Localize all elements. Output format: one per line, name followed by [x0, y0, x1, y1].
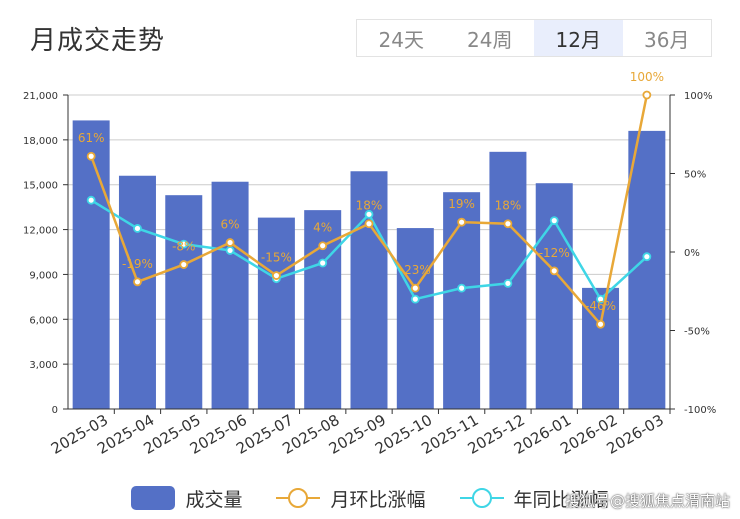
period-tabs: 24天 24周 12月 36月	[356, 19, 712, 57]
right-tick-label-1: -50%	[684, 327, 710, 338]
tab-24-days[interactable]: 24天	[378, 27, 424, 52]
yoy-point-2026-02	[596, 294, 605, 304]
bar-2026-02	[582, 287, 620, 409]
mom-label-2025-07: -15%	[261, 251, 292, 265]
page-title: 月成交走势	[30, 26, 166, 56]
mom-label-2025-03: 61%	[78, 131, 105, 145]
watermark: 搜狐号@搜狐焦点渭南站	[564, 492, 730, 510]
right-tick-label-0: -100%	[684, 405, 716, 416]
mom-point-2025-08	[318, 241, 328, 251]
yoy-point-2025-05	[179, 239, 189, 249]
volume-trend-chart: 0 3,000 6,000 9,000 12,000 15,000 18,000 21,000…	[23, 70, 716, 458]
legend-item-volume[interactable]: 成交量	[131, 485, 242, 512]
bar-2026-03	[628, 130, 666, 409]
yoy-point-2025-10	[410, 294, 420, 304]
mom-point-2026-03	[642, 90, 652, 100]
mom-point-2025-11	[457, 217, 467, 227]
mom-label-2025-12: 18%	[495, 199, 522, 213]
left-tick-label-7: 21,000	[23, 91, 58, 102]
bar-2025-05	[165, 195, 203, 409]
yoy-point-2025-06	[225, 246, 235, 255]
mom-point-2025-03	[86, 151, 96, 161]
yoy-point-2025-09	[364, 209, 374, 219]
tab-12-months[interactable]: 12月	[534, 20, 623, 56]
mom-point-2025-05	[179, 260, 189, 269]
left-tick-label-1: 3,000	[29, 360, 58, 371]
left-tick-label-0: 0	[52, 405, 58, 416]
mom-label-2026-03: 100%	[630, 70, 664, 84]
mom-point-2025-04	[133, 277, 142, 287]
mom-point-2025-12	[503, 219, 513, 229]
mom-label-2025-09: 18%	[356, 199, 383, 213]
legend-bar-swatch	[131, 486, 176, 510]
right-tick-label-3: 50%	[684, 170, 706, 181]
yoy-point-2025-11	[457, 283, 467, 293]
legend-item-mom[interactable]: 月环比涨幅	[276, 485, 426, 512]
bar-2025-10	[396, 228, 434, 409]
yoy-point-2026-03	[642, 252, 652, 262]
bar-2025-07	[257, 217, 295, 409]
mom-label-2025-04: -19%	[122, 257, 153, 271]
legend-label-volume: 成交量	[185, 488, 243, 511]
mom-point-2025-10	[410, 283, 420, 293]
left-tick-label-3: 9,000	[29, 270, 58, 281]
mom-point-2025-09	[364, 219, 374, 229]
left-tick-label-4: 12,000	[23, 226, 58, 237]
right-tick-label-4: 100%	[684, 91, 713, 102]
right-tick-label-2: 0%	[684, 248, 700, 259]
left-tick-label-5: 15,000	[23, 181, 58, 192]
mom-point-2025-07	[271, 271, 281, 280]
mom-label-2025-10: -23%	[400, 263, 431, 277]
mom-label-2025-05: -8%	[172, 240, 195, 254]
mom-point-2026-01	[549, 266, 559, 276]
mom-label-2025-11: 19%	[448, 197, 475, 211]
legend-label-mom: 月环比涨幅	[330, 488, 426, 511]
yoy-point-2025-08	[318, 258, 328, 268]
chart-legend: 成交量 月环比涨幅 年同比涨幅	[0, 480, 740, 516]
tab-24-weeks[interactable]: 24周	[467, 27, 513, 52]
yoy-point-2026-01	[549, 216, 559, 226]
legend-yoy-swatch	[459, 486, 504, 510]
legend-mom-swatch	[276, 486, 321, 510]
legend-label-yoy: 年同比涨幅	[513, 488, 609, 511]
bar-2025-03	[72, 120, 110, 410]
mom-label-2025-08: 4%	[313, 221, 332, 235]
yoy-point-2025-12	[503, 278, 513, 288]
bar-2025-11	[443, 192, 481, 409]
tab-36-months[interactable]: 36月	[644, 27, 690, 52]
yoy-point-2025-03	[86, 195, 96, 205]
legend-item-yoy[interactable]: 年同比涨幅	[459, 485, 609, 512]
mom-label-2025-06: 6%	[221, 218, 240, 232]
yoy-point-2025-04	[133, 224, 142, 233]
mom-point-2025-06	[225, 238, 235, 247]
left-tick-label-2: 6,000	[29, 315, 58, 326]
mom-label-2026-01: -12%	[539, 246, 570, 260]
bar-2025-06	[211, 181, 249, 409]
left-tick-label-6: 18,000	[23, 136, 58, 147]
bar-2025-04	[118, 175, 156, 409]
mom-point-2026-02	[596, 319, 605, 329]
mom-label-2026-02: -46%	[585, 299, 616, 313]
